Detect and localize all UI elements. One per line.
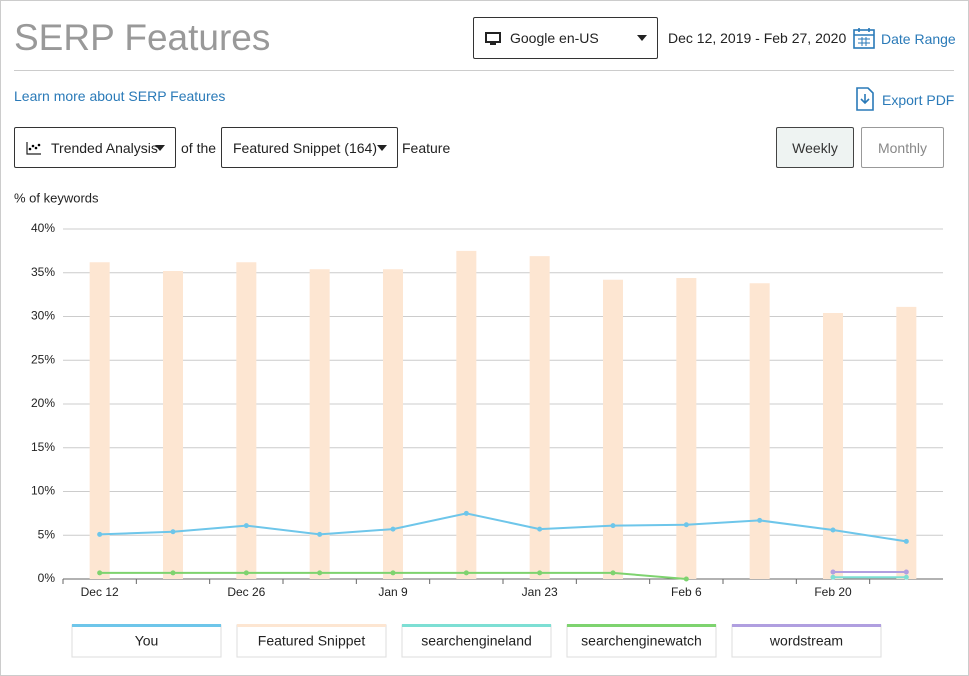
point xyxy=(683,522,689,528)
bar xyxy=(823,313,843,579)
bar xyxy=(896,306,917,579)
point xyxy=(903,569,909,575)
monitor-icon xyxy=(485,32,501,45)
calendar-icon[interactable] xyxy=(853,27,875,49)
y-tick-label: 40% xyxy=(31,221,55,235)
x-tick-label: Feb 6 xyxy=(671,585,702,599)
legend-swatch xyxy=(237,624,386,627)
legend-swatch xyxy=(567,624,716,627)
legend-swatch xyxy=(402,624,551,627)
point xyxy=(170,570,176,576)
y-tick-label: 20% xyxy=(31,396,55,410)
export-link[interactable]: Export PDF xyxy=(882,92,955,108)
point xyxy=(97,531,103,537)
legend-swatch xyxy=(732,624,881,627)
point xyxy=(170,529,176,535)
bar xyxy=(676,278,697,579)
bar xyxy=(749,283,770,579)
y-tick-label: 10% xyxy=(31,484,55,498)
legend-swatch xyxy=(72,624,221,627)
analysis-label: Trended Analysis xyxy=(51,139,158,156)
legend-box xyxy=(71,624,222,658)
engine-dropdown[interactable]: Google en-US xyxy=(473,17,658,59)
feature-text: Feature xyxy=(402,140,451,156)
point xyxy=(903,538,909,544)
point xyxy=(830,574,836,580)
point xyxy=(390,570,396,576)
bar xyxy=(236,262,257,579)
page-title: SERP Features xyxy=(14,17,271,58)
point xyxy=(537,570,543,576)
point xyxy=(610,523,616,529)
x-tick-label: Feb 20 xyxy=(814,585,852,599)
point xyxy=(390,526,396,532)
weekly-button[interactable]: Weekly xyxy=(776,127,854,168)
point xyxy=(757,517,763,523)
bar xyxy=(603,279,623,579)
date-text: Dec 12, 2019 - Feb 27, 2020 xyxy=(668,30,847,46)
x-tick-label: Dec 26 xyxy=(227,585,265,599)
bar xyxy=(309,269,330,579)
point xyxy=(683,576,689,582)
point xyxy=(243,523,249,529)
date-range-link[interactable]: Date Range xyxy=(881,31,956,47)
legend-label: wordstream xyxy=(769,633,843,649)
feature-dropdown[interactable]: Featured Snippet (164) xyxy=(221,127,398,168)
y-tick-label: 0% xyxy=(38,571,56,585)
learn-more-link[interactable]: Learn more about SERP Features xyxy=(14,88,226,104)
point xyxy=(537,526,543,532)
point xyxy=(463,570,469,576)
of-the-text: of the xyxy=(181,140,217,156)
bar xyxy=(89,262,110,579)
legend-label: searchengineland xyxy=(421,633,532,649)
point xyxy=(243,570,249,576)
divider xyxy=(14,70,954,71)
trend-icon xyxy=(26,142,41,155)
bar xyxy=(529,256,550,579)
engine-label: Google en-US xyxy=(510,30,599,46)
point xyxy=(830,527,836,533)
line xyxy=(99,512,907,543)
y-tick-label: 25% xyxy=(31,352,55,366)
point xyxy=(903,574,909,580)
point xyxy=(317,531,323,537)
pdf-icon[interactable] xyxy=(856,87,874,111)
bar xyxy=(456,250,477,579)
legend-label: Featured Snippet xyxy=(258,633,366,649)
point xyxy=(97,570,103,576)
point xyxy=(610,570,616,576)
y-tick-label: 30% xyxy=(31,309,55,323)
monthly-button[interactable]: Monthly xyxy=(861,127,944,168)
point xyxy=(463,510,469,516)
x-tick-label: Jan 9 xyxy=(378,585,408,599)
legend-label: searchenginewatch xyxy=(581,633,702,649)
analysis-dropdown[interactable]: Trended Analysis xyxy=(14,127,176,168)
y-tick-label: 5% xyxy=(38,527,56,541)
legend-label: You xyxy=(135,633,159,649)
y-axis-label: % of keywords xyxy=(14,190,99,205)
bar xyxy=(163,271,183,579)
y-tick-label: 15% xyxy=(31,440,55,454)
feature-label: Featured Snippet (164) xyxy=(233,139,377,156)
point xyxy=(830,569,836,575)
x-tick-label: Dec 12 xyxy=(81,585,119,599)
x-tick-label: Jan 23 xyxy=(522,585,558,599)
legend-box xyxy=(566,624,717,658)
bar xyxy=(383,269,403,579)
y-tick-label: 35% xyxy=(31,265,55,279)
point xyxy=(317,570,323,576)
